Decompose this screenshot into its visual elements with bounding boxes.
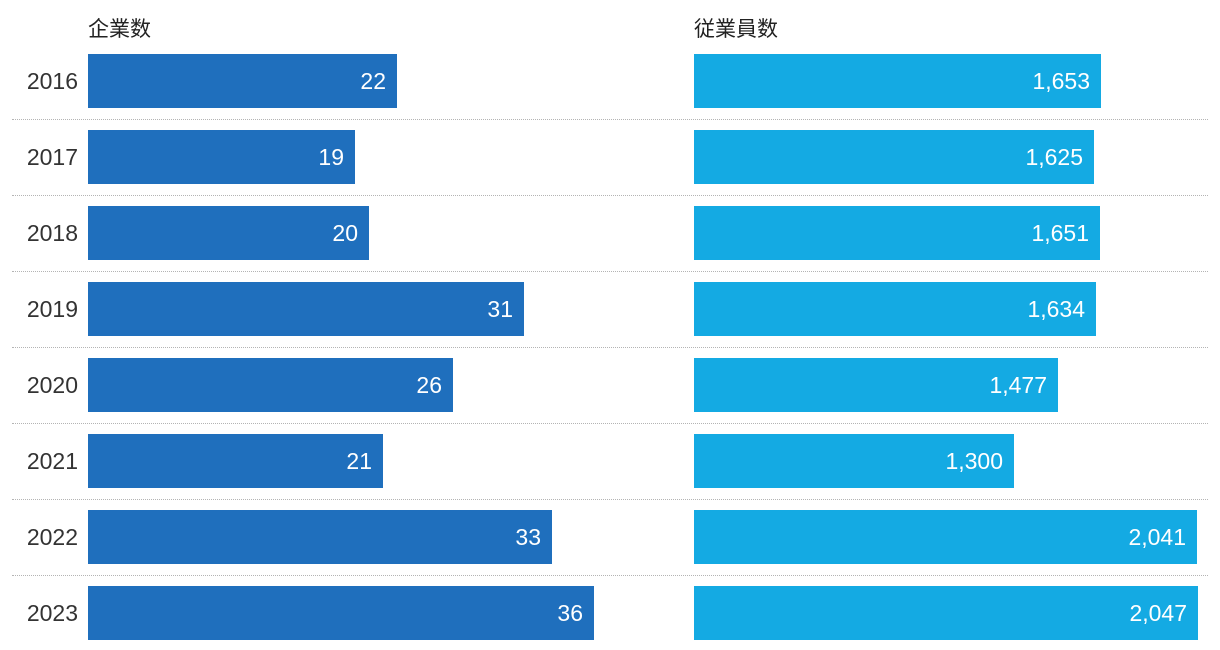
bar-value-label: 22 [360, 68, 386, 94]
bar-value-label: 2,047 [1129, 600, 1187, 626]
bar-value-label: 1,653 [1032, 68, 1090, 94]
bar-1-2017 [88, 130, 355, 184]
year-label: 2019 [26, 296, 78, 322]
year-label: 2016 [26, 68, 78, 94]
bar-value-label: 1,300 [945, 448, 1003, 474]
bar-value-label: 20 [332, 220, 358, 246]
bar-2-2023 [694, 586, 1198, 640]
bar-1-2019 [88, 282, 524, 336]
row-separator [12, 271, 1208, 272]
bar-value-label: 33 [515, 524, 541, 550]
bar-value-label: 21 [346, 448, 372, 474]
panel-title-1: 企業数 [88, 17, 151, 41]
bar-2-2019 [694, 282, 1096, 336]
row-separator [12, 119, 1208, 120]
row-separator [12, 499, 1208, 500]
year-label: 2023 [26, 600, 78, 626]
bar-2-2020 [694, 358, 1058, 412]
bar-value-label: 19 [318, 144, 344, 170]
bar-value-label: 1,634 [1027, 296, 1085, 322]
bar-2-2021 [694, 434, 1014, 488]
bar-1-2023 [88, 586, 594, 640]
bar-value-label: 31 [487, 296, 513, 322]
bar-1-2021 [88, 434, 383, 488]
row-separator [12, 347, 1208, 348]
year-label: 2021 [26, 448, 78, 474]
bar-1-2018 [88, 206, 369, 260]
year-label: 2022 [26, 524, 78, 550]
bar-2-2016 [694, 54, 1101, 108]
bar-1-2016 [88, 54, 397, 108]
bar-value-label: 1,477 [989, 372, 1047, 398]
year-label: 2017 [26, 144, 78, 170]
bar-2-2022 [694, 510, 1197, 564]
year-label: 2018 [26, 220, 78, 246]
bar-2-2018 [694, 206, 1100, 260]
bar-1-2022 [88, 510, 552, 564]
panel-title-2: 従業員数 [694, 17, 778, 41]
bar-value-label: 1,625 [1025, 144, 1083, 170]
bar-1-2020 [88, 358, 453, 412]
row-separator [12, 195, 1208, 196]
bar-2-2017 [694, 130, 1094, 184]
bar-value-label: 36 [557, 600, 583, 626]
bar-value-label: 26 [416, 372, 442, 398]
year-label: 2020 [26, 372, 78, 398]
row-separator [12, 575, 1208, 576]
bar-value-label: 2,041 [1128, 524, 1186, 550]
row-separator [12, 423, 1208, 424]
bar-value-label: 1,651 [1031, 220, 1089, 246]
